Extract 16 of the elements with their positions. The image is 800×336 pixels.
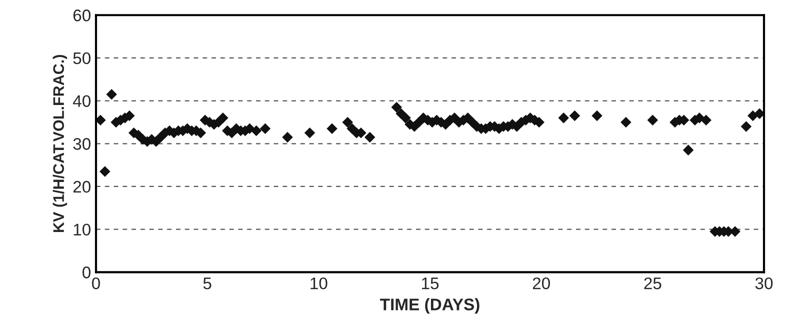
- y-tick-label: 60: [73, 10, 90, 22]
- x-tick-label: 25: [644, 277, 662, 290]
- x-axis-title: TIME (DAYS): [380, 298, 480, 314]
- y-tick-label: 0: [82, 266, 90, 278]
- y-axis-title: KV (1/H/CAT.VOL.FRAC.): [52, 54, 68, 232]
- y-tick-label: 10: [74, 224, 90, 236]
- y-tick-label: 20: [73, 180, 90, 193]
- y-tick-label: 50: [73, 52, 90, 64]
- y-tick-label: 30: [73, 138, 90, 150]
- x-tick-label: 0: [92, 277, 100, 290]
- y-tick-label: 40: [72, 95, 90, 108]
- x-tick-label: 10: [310, 277, 328, 290]
- x-tick-label: 15: [422, 278, 439, 290]
- x-tick-label: 5: [203, 278, 212, 290]
- x-tick-label: 20: [532, 277, 550, 290]
- x-tick-label: 30: [755, 277, 773, 290]
